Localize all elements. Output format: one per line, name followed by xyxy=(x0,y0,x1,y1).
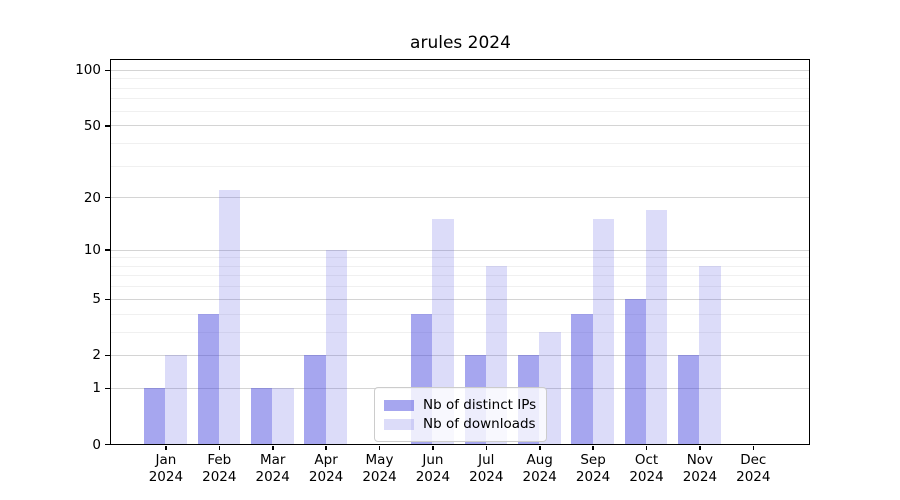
x-tick-mark xyxy=(752,446,755,450)
x-tick-label-aug-2024: Aug 2024 xyxy=(522,452,557,485)
bar-nb-of-downloads-oct-2024 xyxy=(646,209,668,444)
minor-gridline xyxy=(111,331,809,333)
bar-nb-of-downloads-feb-2024 xyxy=(218,189,241,444)
bar-nb-of-distinct-ips-nov-2024 xyxy=(678,354,700,444)
x-tick-label-feb-2024: Feb 2024 xyxy=(202,452,237,485)
legend-swatch-downloads xyxy=(384,418,414,430)
minor-gridline xyxy=(111,275,809,277)
major-gridline xyxy=(111,69,809,71)
x-tick-label-jun-2024: Jun 2024 xyxy=(415,452,451,485)
x-tick-mark xyxy=(485,446,488,450)
minor-gridline xyxy=(111,257,809,259)
minor-gridline xyxy=(111,78,809,80)
x-tick-mark xyxy=(325,446,327,450)
plot-area: Nb of distinct IPs Nb of downloads xyxy=(110,59,810,445)
chart-title: arules 2024 xyxy=(410,33,511,53)
bar-nb-of-distinct-ips-feb-2024 xyxy=(197,313,219,444)
bar-nb-of-downloads-jan-2024 xyxy=(165,354,187,444)
x-tick-label-sep-2024: Sep 2024 xyxy=(575,452,611,485)
minor-gridline xyxy=(111,110,809,112)
bar-nb-of-distinct-ips-sep-2024 xyxy=(571,313,593,444)
legend-label-distinct-ips: Nb of distinct IPs xyxy=(423,397,537,413)
x-tick-mark xyxy=(378,446,381,450)
x-tick-label-jan-2024: Jan 2024 xyxy=(148,452,184,485)
y-tick-label: 10 xyxy=(83,242,101,259)
x-tick-label-nov-2024: Nov 2024 xyxy=(682,452,718,485)
x-tick-mark xyxy=(165,446,167,450)
minor-gridline xyxy=(111,313,809,315)
x-tick-label-jul-2024: Jul 2024 xyxy=(469,452,504,485)
y-tick-mark xyxy=(105,125,110,127)
bar-nb-of-distinct-ips-apr-2024 xyxy=(304,354,326,444)
major-gridline xyxy=(111,249,809,251)
y-tick-mark xyxy=(105,196,110,199)
y-tick-label: 0 xyxy=(92,436,101,453)
y-tick-label: 2 xyxy=(92,347,101,364)
legend-item-downloads: Nb of downloads xyxy=(384,416,536,432)
y-tick-mark xyxy=(105,69,110,72)
bar-nb-of-downloads-nov-2024 xyxy=(699,265,721,444)
bar-nb-of-distinct-ips-mar-2024 xyxy=(250,387,273,444)
major-gridline xyxy=(111,298,809,300)
x-tick-label-dec-2024: Dec 2024 xyxy=(736,452,771,485)
legend-label-downloads: Nb of downloads xyxy=(423,416,536,432)
bar-nb-of-downloads-apr-2024 xyxy=(325,249,347,444)
x-tick-mark xyxy=(218,446,221,450)
y-tick-label: 100 xyxy=(75,62,101,79)
minor-gridline xyxy=(111,98,809,100)
y-tick-mark xyxy=(105,249,110,251)
legend-item-distinct-ips: Nb of distinct IPs xyxy=(384,397,536,413)
x-tick-label-oct-2024: Oct 2024 xyxy=(629,452,664,485)
major-gridline xyxy=(111,354,809,356)
y-tick-label: 5 xyxy=(92,291,101,308)
legend: Nb of distinct IPs Nb of downloads xyxy=(374,387,548,442)
x-tick-mark xyxy=(432,446,434,450)
x-tick-mark xyxy=(272,446,274,450)
x-tick-mark xyxy=(539,446,541,450)
y-tick-mark xyxy=(105,298,110,300)
minor-gridline xyxy=(111,87,809,89)
major-gridline xyxy=(111,125,809,127)
minor-gridline xyxy=(111,265,809,267)
bar-nb-of-distinct-ips-jan-2024 xyxy=(144,387,166,444)
x-tick-label-apr-2024: Apr 2024 xyxy=(308,452,344,485)
y-tick-mark xyxy=(105,387,110,390)
y-tick-label: 1 xyxy=(92,380,101,397)
minor-gridline xyxy=(111,286,809,288)
major-gridline xyxy=(111,197,809,199)
bar-nb-of-distinct-ips-oct-2024 xyxy=(624,298,647,444)
y-tick-label: 50 xyxy=(83,117,101,134)
x-tick-mark xyxy=(592,446,594,450)
bar-nb-of-downloads-sep-2024 xyxy=(592,219,614,444)
legend-swatch-distinct-ips xyxy=(384,399,414,411)
x-tick-mark xyxy=(645,446,648,450)
x-tick-mark xyxy=(699,446,701,450)
y-tick-mark xyxy=(105,443,110,446)
x-tick-label-mar-2024: Mar 2024 xyxy=(255,452,290,485)
y-tick-label: 20 xyxy=(83,189,101,206)
minor-gridline xyxy=(111,142,809,144)
x-tick-label-may-2024: May 2024 xyxy=(362,452,397,485)
y-tick-mark xyxy=(105,354,110,357)
bar-nb-of-downloads-mar-2024 xyxy=(272,387,294,444)
minor-gridline xyxy=(111,165,809,167)
